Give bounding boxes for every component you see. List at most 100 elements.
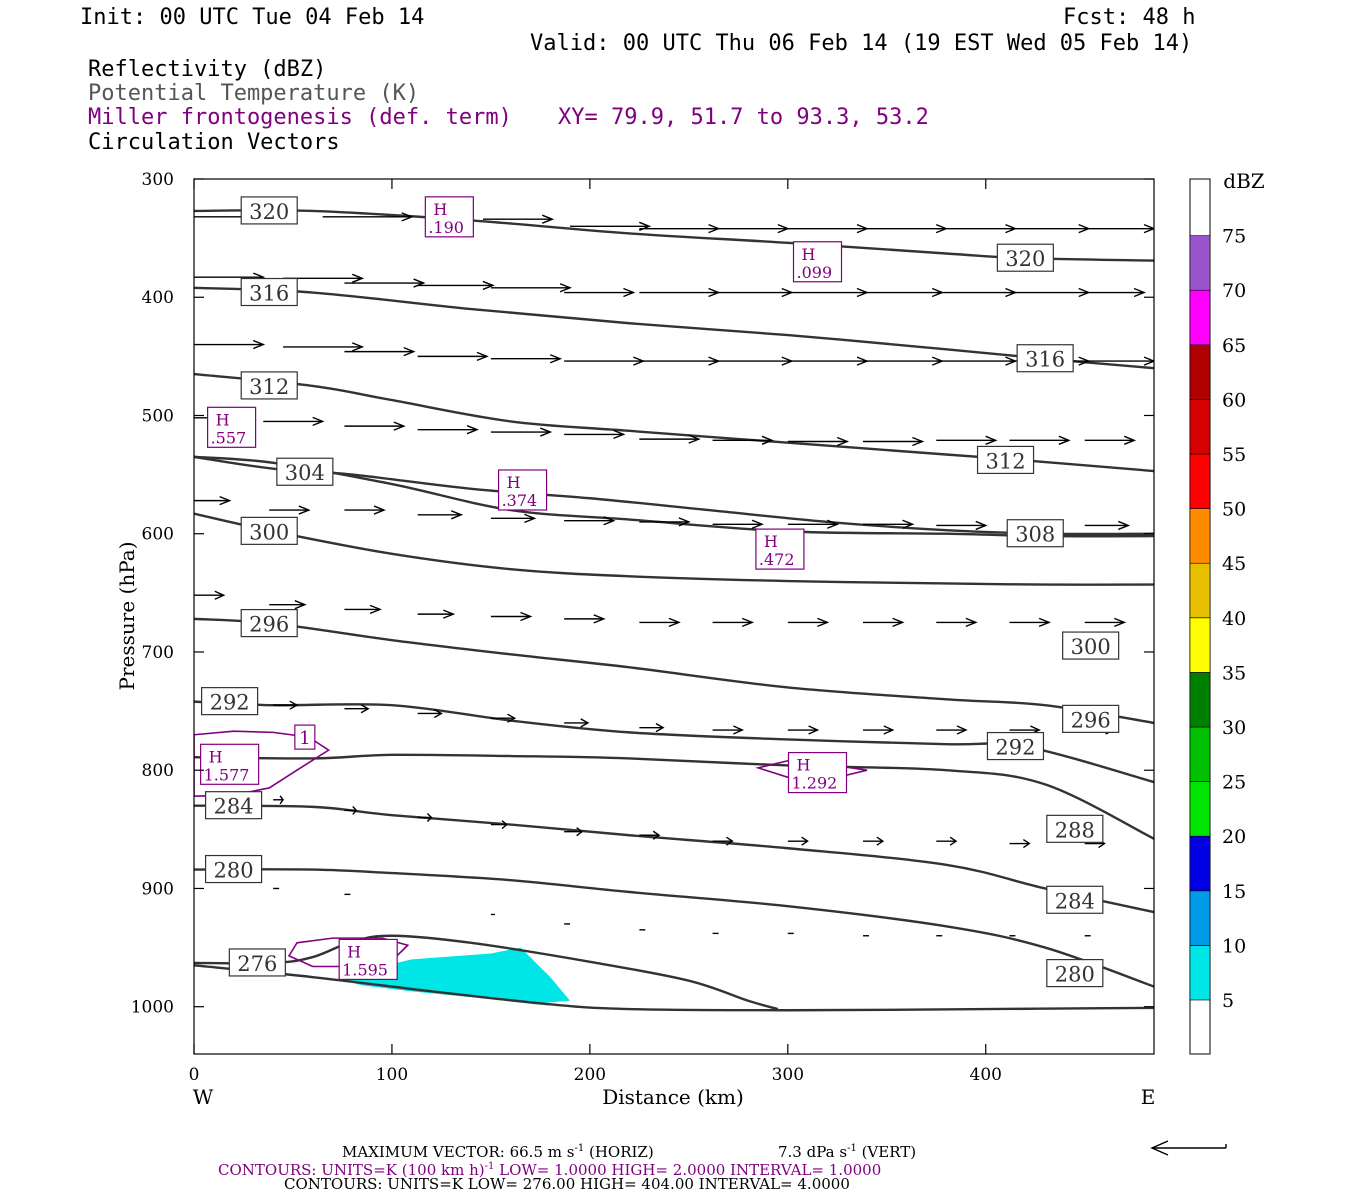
circulation-vector-head (401, 212, 414, 222)
colorbar-level-label: 15 (1222, 881, 1246, 903)
circulation-vector-head (466, 425, 479, 435)
circulation-vector-head (373, 505, 386, 515)
frontogenesis-max-box (207, 406, 257, 448)
theta-label: 292 (995, 736, 1035, 760)
colorbar-level-label: 50 (1222, 499, 1246, 521)
colorbar-level-label: 10 (1222, 935, 1246, 957)
colorbar-level-label: 35 (1222, 662, 1246, 684)
theta-label-box (1046, 958, 1104, 988)
colorbar-level-label: 30 (1222, 717, 1246, 739)
circulation-vector-head (751, 519, 764, 529)
x-axis-title: Distance (km) (602, 1085, 744, 1109)
circulation-vector-head (369, 604, 382, 615)
frontogenesis-max-box (792, 241, 843, 283)
theta-label-box (986, 731, 1045, 761)
theta-label: 284 (214, 795, 254, 819)
reflectivity-region (344, 947, 571, 1004)
colorbar-swatch (1189, 399, 1211, 455)
theta-label: 284 (1055, 889, 1095, 913)
circulation-vector-head (476, 351, 489, 362)
theta-label: 276 (237, 952, 277, 976)
theta-contour-296 (194, 617, 1154, 725)
circulation-vector-head (801, 836, 809, 846)
frontogenesis-max-box (200, 743, 260, 785)
contours-frontogenesis-line: CONTOURS: UNITS=K (100 km h)-1 LOW= 1.00… (218, 1158, 881, 1179)
colorbar-swatch (1189, 617, 1211, 673)
colorbar-swatch (1189, 289, 1211, 346)
theta-label: 296 (1071, 708, 1111, 732)
circulation-vector-head (298, 505, 311, 515)
cross-section-endpoints: XY= 79.9, 51.7 to 93.3, 53.2 (558, 105, 929, 130)
frontogenesis-max-value: 1.577 (204, 765, 250, 784)
circulation-vector-head (520, 611, 533, 622)
west-label: W (193, 1085, 214, 1109)
circulation-vector-head (817, 617, 830, 628)
theta-label: 320 (249, 200, 289, 224)
circulation-vector-head (892, 617, 905, 628)
max-vector-arrow (1150, 1140, 1227, 1156)
colorbar-swatch (1189, 235, 1211, 291)
colorbar-swatch (1189, 672, 1211, 728)
y-tick-label: 500 (142, 406, 174, 426)
colorbar-level-label: 45 (1222, 553, 1246, 575)
frontogenesis-max-box (787, 751, 848, 794)
frontogenesis-max-value: .099 (797, 263, 833, 282)
colorbar-swatch (1189, 781, 1211, 837)
colorbar-level-label: 20 (1222, 826, 1246, 848)
frontogenesis-max-marker: H (797, 756, 811, 775)
circulation-vector-head (827, 519, 840, 529)
frontogenesis-contour-label-box (294, 724, 316, 750)
circulation-vector-head (678, 517, 691, 527)
frontogenesis-max-value: .557 (211, 428, 247, 447)
x-tick-label: 300 (772, 1065, 804, 1085)
frontogenesis-max-marker: H (507, 473, 521, 492)
theta-label: 292 (210, 691, 250, 715)
frontogenesis-max-marker: H (764, 532, 778, 551)
colorbar-level-label: 70 (1222, 280, 1246, 302)
circulation-vector-head (426, 813, 433, 823)
field-theta: Potential Temperature (K) (88, 81, 420, 106)
contours-theta-line: CONTOURS: UNITS=K LOW= 276.00 HIGH= 404.… (284, 1175, 850, 1193)
circulation-vector-head (540, 427, 553, 437)
frontogenesis-max-value: 1.292 (792, 774, 838, 793)
circulation-vector-head (549, 354, 563, 364)
y-tick-label: 900 (142, 879, 174, 899)
colorbar-swatch (1189, 835, 1211, 892)
theta-contour-280 (194, 868, 1154, 988)
y-tick-label: 300 (142, 170, 174, 190)
circulation-vector-head (688, 434, 701, 444)
circulation-vector-head (219, 495, 232, 506)
theta-contour-316 (194, 286, 1154, 370)
frontogenesis-max-value: .374 (502, 491, 538, 510)
theta-label-box (1062, 631, 1120, 660)
circulation-vector-head (214, 590, 226, 600)
theta-label-box (1046, 885, 1104, 914)
circulation-vector-head (1114, 617, 1127, 628)
vert-vector-text: 7.3 dPa s (778, 1143, 848, 1161)
frontogenesis-contour-label: 1 (299, 728, 310, 749)
circulation-vector-head (279, 795, 284, 805)
colorbar-title: dBZ (1223, 169, 1265, 193)
vert-vector-exponent: -1 (847, 1143, 857, 1154)
colorbar-level-label: 65 (1222, 335, 1246, 357)
frontogenesis-max-box (424, 196, 474, 238)
circulation-vector-head (1038, 617, 1051, 628)
contours-frontogenesis-units: CONTOURS: UNITS=K (100 km h) (218, 1161, 485, 1179)
frontogenesis-contour (755, 759, 868, 781)
frontogenesis-max-value: 1.595 (342, 960, 388, 979)
contours-frontogenesis-exponent: -1 (484, 1161, 495, 1172)
circulation-vector-head (559, 283, 572, 293)
theta-label: 296 (249, 613, 289, 637)
theta-label-box (240, 277, 298, 307)
circulation-vector-head (655, 723, 665, 733)
field-reflectivity: Reflectivity (dBZ) (88, 57, 327, 82)
circulation-vector-head (1123, 435, 1137, 445)
theta-label-box (240, 196, 298, 225)
circulation-vector-head (1058, 435, 1071, 445)
frontogenesis-max-box (497, 469, 548, 511)
theta-label: 308 (1015, 523, 1055, 547)
colorbar-level-label: 25 (1222, 772, 1246, 794)
circulation-vector-head (413, 278, 426, 288)
vert-vector-unit: (VERT) (856, 1143, 917, 1161)
